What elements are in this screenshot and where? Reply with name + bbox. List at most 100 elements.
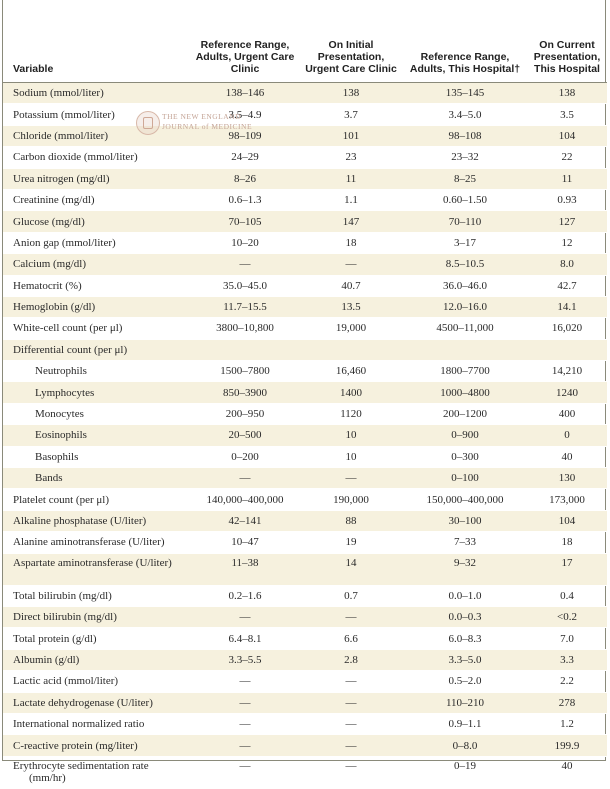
cell-variable: Albumin (g/dl) [3,649,191,672]
table-row: Lactate dehydrogenase (U/liter) — —110–210… [3,692,607,714]
table-row: Hemoglobin (g/dl) 11.7–15.5 13.5 12.0–16.0 1… [3,296,607,319]
cell-initial: 13.5 [299,296,403,319]
cell-initial: 88 [299,510,403,533]
cell-ref-clinic: — [191,756,299,789]
cell-ref-clinic: 24–29 [191,146,299,169]
cell-variable: Platelet count (per μl) [3,488,191,511]
cell-ref-hospital: 7–33 [403,531,527,554]
cell-current: 173,000 [527,488,607,511]
cell-ref-hospital: 0.5–2.0 [403,670,527,693]
cell-ref-hospital: 0–19 [403,756,527,789]
cell-current: 0.93 [527,189,607,212]
cell-ref-hospital: 0.0–1.0 [403,585,527,607]
table-row: Basophils 0–200 10 0–300 40 [3,446,607,469]
header-ref-clinic: Reference Range, Adults, Urgent Care Cli… [191,0,299,83]
cell-ref-hospital: 6.0–8.3 [403,627,527,650]
cell-initial: 10 [299,424,403,447]
cell-ref-hospital: 0–900 [403,424,527,447]
cell-variable: Lymphocytes [3,381,191,404]
cell-variable: Differential count (per μl) [3,339,191,362]
cell-variable: Bands [3,467,191,490]
table-row: Alkaline phosphatase (U/liter) 42–141 88 30… [3,510,607,533]
cell-ref-clinic: — [191,670,299,693]
cell-current: 2.2 [527,670,607,693]
cell-ref-clinic: 3.3–5.5 [191,649,299,672]
cell-initial: 6.6 [299,627,403,650]
table-row: Albumin (g/dl) 3.3–5.5 2.8 3.3–5.0 3.3 [3,649,607,672]
cell-ref-hospital: 0.60–1.50 [403,189,527,212]
table-row: Alanine aminotransferase (U/liter) 10–47 1… [3,531,607,554]
table-row: Urea nitrogen (mg/dl) 8–26 11 8–25 11 [3,168,607,190]
cell-variable: Alanine aminotransferase (U/liter) [3,531,191,554]
cell-ref-clinic: 11–38 [191,553,299,586]
cell-current: 104 [527,510,607,533]
table-row: Lactic acid (mmol/liter) — —0.5–2.0 2.2 [3,670,607,693]
cell-variable: Lactic acid (mmol/liter) [3,670,191,693]
cell-ref-hospital: 0–100 [403,467,527,490]
table-row: White-cell count (per μl) 3800–10,800 19,0… [3,317,607,340]
cell-current: 40 [527,756,607,789]
cell-initial: 190,000 [299,488,403,511]
cell-variable: Aspartate aminotransferase (U/liter) [3,553,191,586]
cell-current: 1.2 [527,713,607,736]
table-row: Sodium (mmol/liter) 138–146 138 135–145 138 [3,82,607,105]
cell-variable: Neutrophils [3,360,191,383]
cell-ref-clinic: 3.5–4.9 [191,103,299,126]
cell-ref-hospital: 150,000–400,000 [403,488,527,511]
cell-current: 7.0 [527,627,607,650]
table-body: Sodium (mmol/liter) 138–146 138 135–145 138 P… [3,82,607,789]
cell-ref-hospital: 0–300 [403,446,527,469]
cell-ref-clinic: 1500–7800 [191,360,299,383]
cell-ref-hospital: 1000–4800 [403,381,527,404]
cell-current: 130 [527,467,607,490]
cell-current: <0.2 [527,606,607,629]
cell-current: 127 [527,210,607,233]
table-row: Eosinophils 20–500 10 0–900 0 [3,424,607,447]
table-row: Bands — —0–100 130 [3,467,607,490]
cell-ref-clinic: 0.2–1.6 [191,585,299,607]
cell-current: 1240 [527,381,607,404]
cell-current: 14,210 [527,360,607,383]
table-row: Neutrophils 1500–7800 16,460 1800–7700 14,21… [3,360,607,383]
lab-values-table: Variable Reference Range, Adults, Urgent… [3,0,607,789]
cell-initial: 16,460 [299,360,403,383]
cell-initial [299,339,403,362]
table-row: Total protein (g/dl) 6.4–8.1 6.6 6.0–8.3 7.0 [3,627,607,650]
cell-ref-hospital: 9–32 [403,553,527,586]
cell-current: 0 [527,424,607,447]
table-row: Creatinine (mg/dl) 0.6–1.3 1.1 0.60–1.50 0.9… [3,189,607,212]
cell-variable: Hematocrit (%) [3,275,191,297]
cell-variable: Basophils [3,446,191,469]
table-row: Glucose (mg/dl) 70–105 147 70–110 127 [3,210,607,233]
cell-ref-clinic: 200–950 [191,403,299,426]
table-row: International normalized ratio — —0.9–1.1 1… [3,713,607,736]
cell-variable: Total protein (g/dl) [3,627,191,650]
cell-variable: White-cell count (per μl) [3,317,191,340]
cell-ref-hospital: 23–32 [403,146,527,169]
cell-variable: Potassium (mmol/liter) [3,103,191,126]
cell-initial: — [299,734,403,757]
cell-current: 12 [527,232,607,255]
cell-variable: Alkaline phosphatase (U/liter) [3,510,191,533]
cell-ref-hospital: 4500–11,000 [403,317,527,340]
cell-current: 8.0 [527,253,607,276]
cell-ref-hospital: 3.4–5.0 [403,103,527,126]
cell-ref-clinic: 20–500 [191,424,299,447]
cell-ref-clinic: 10–20 [191,232,299,255]
cell-initial: 19 [299,531,403,554]
cell-current: 199.9 [527,734,607,757]
cell-initial: 1400 [299,381,403,404]
cell-initial: 14 [299,553,403,586]
cell-current: 16,020 [527,317,607,340]
cell-variable: Eosinophils [3,424,191,447]
cell-initial: — [299,692,403,714]
cell-ref-hospital: 36.0–46.0 [403,275,527,297]
cell-initial: 40.7 [299,275,403,297]
cell-ref-clinic: 10–47 [191,531,299,554]
cell-ref-hospital: 200–1200 [403,403,527,426]
cell-initial: — [299,756,403,789]
cell-initial: — [299,670,403,693]
table-row: Calcium (mg/dl) — —8.5–10.5 8.0 [3,253,607,276]
table-row: Hematocrit (%) 35.0–45.0 40.7 36.0–46.0 42.7 [3,275,607,297]
cell-ref-clinic: — [191,734,299,757]
